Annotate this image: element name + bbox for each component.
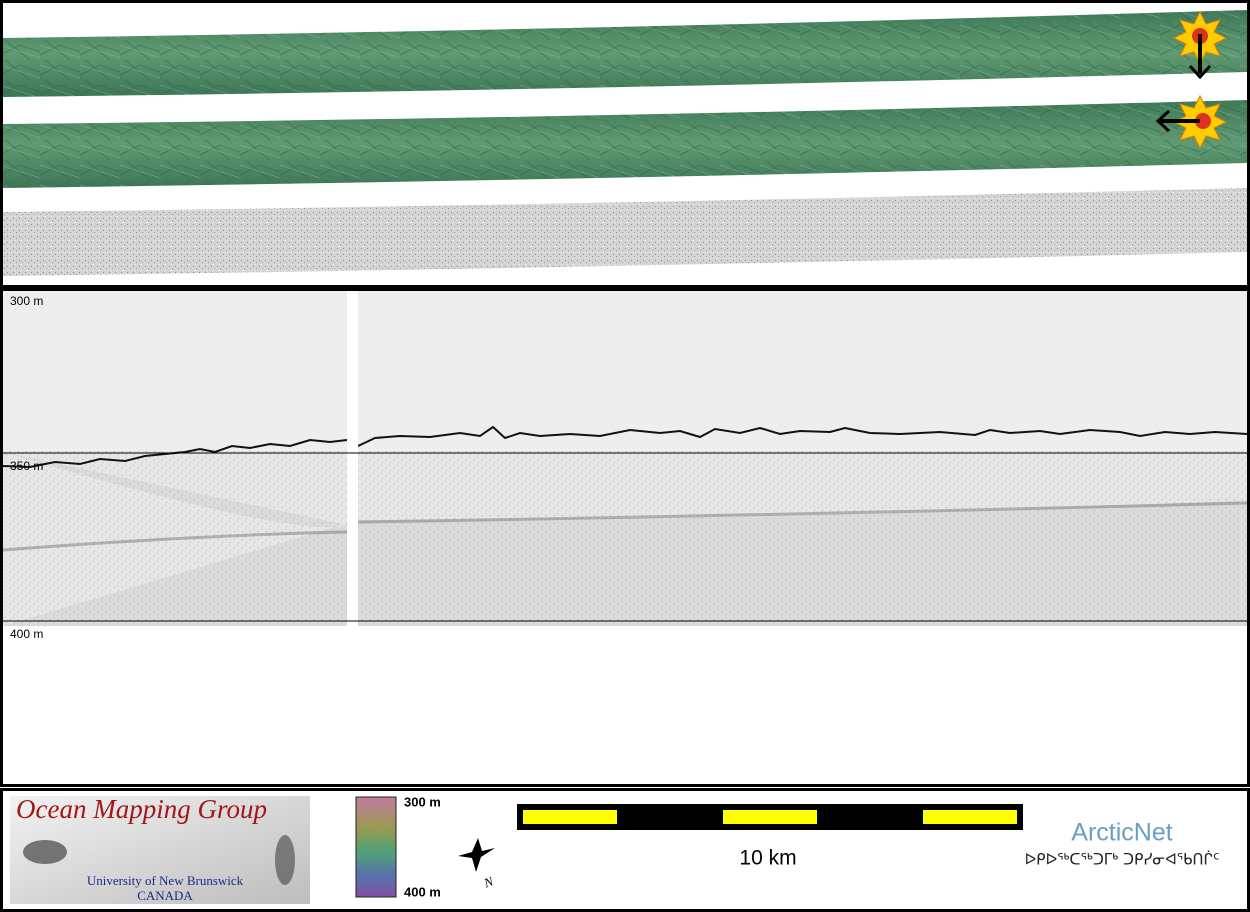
logo-country: CANADA <box>137 888 193 903</box>
swath-green-1 <box>3 10 1247 97</box>
reflector <box>2 501 1248 552</box>
depth-label: 400 m <box>10 627 43 641</box>
water-column <box>3 291 1247 451</box>
scale-label: 10 km <box>739 847 796 870</box>
depth-label: 300 m <box>10 294 43 308</box>
logo-title: Ocean Mapping Group <box>16 794 267 824</box>
colorbar-label: 400 m <box>404 884 441 899</box>
sediment <box>3 452 1247 626</box>
scale-bar <box>517 804 1023 830</box>
colorbar <box>355 796 397 898</box>
data-gap <box>347 291 358 626</box>
logo-university: University of New Brunswick <box>87 873 244 888</box>
logo: Ocean Mapping Group University of New Br… <box>10 794 310 904</box>
sun-icon-2 <box>1155 94 1228 150</box>
swath-green-2 <box>3 100 1247 188</box>
depth-label: 350 m <box>10 459 43 473</box>
sun-icon-1 <box>1172 10 1228 80</box>
partner-name: ArcticNet <box>1071 819 1172 847</box>
swath-backscatter <box>3 188 1247 276</box>
seabed <box>357 425 1248 447</box>
colorbar-label: 300 m <box>404 794 441 809</box>
partner-syllabics: ᐅᑭᐅᖅᑕᖅᑐᒥᒃ ᑐᑭᓯᓂᐊᖃᑎᒌᑦ <box>1025 851 1220 869</box>
seabed <box>2 438 348 469</box>
